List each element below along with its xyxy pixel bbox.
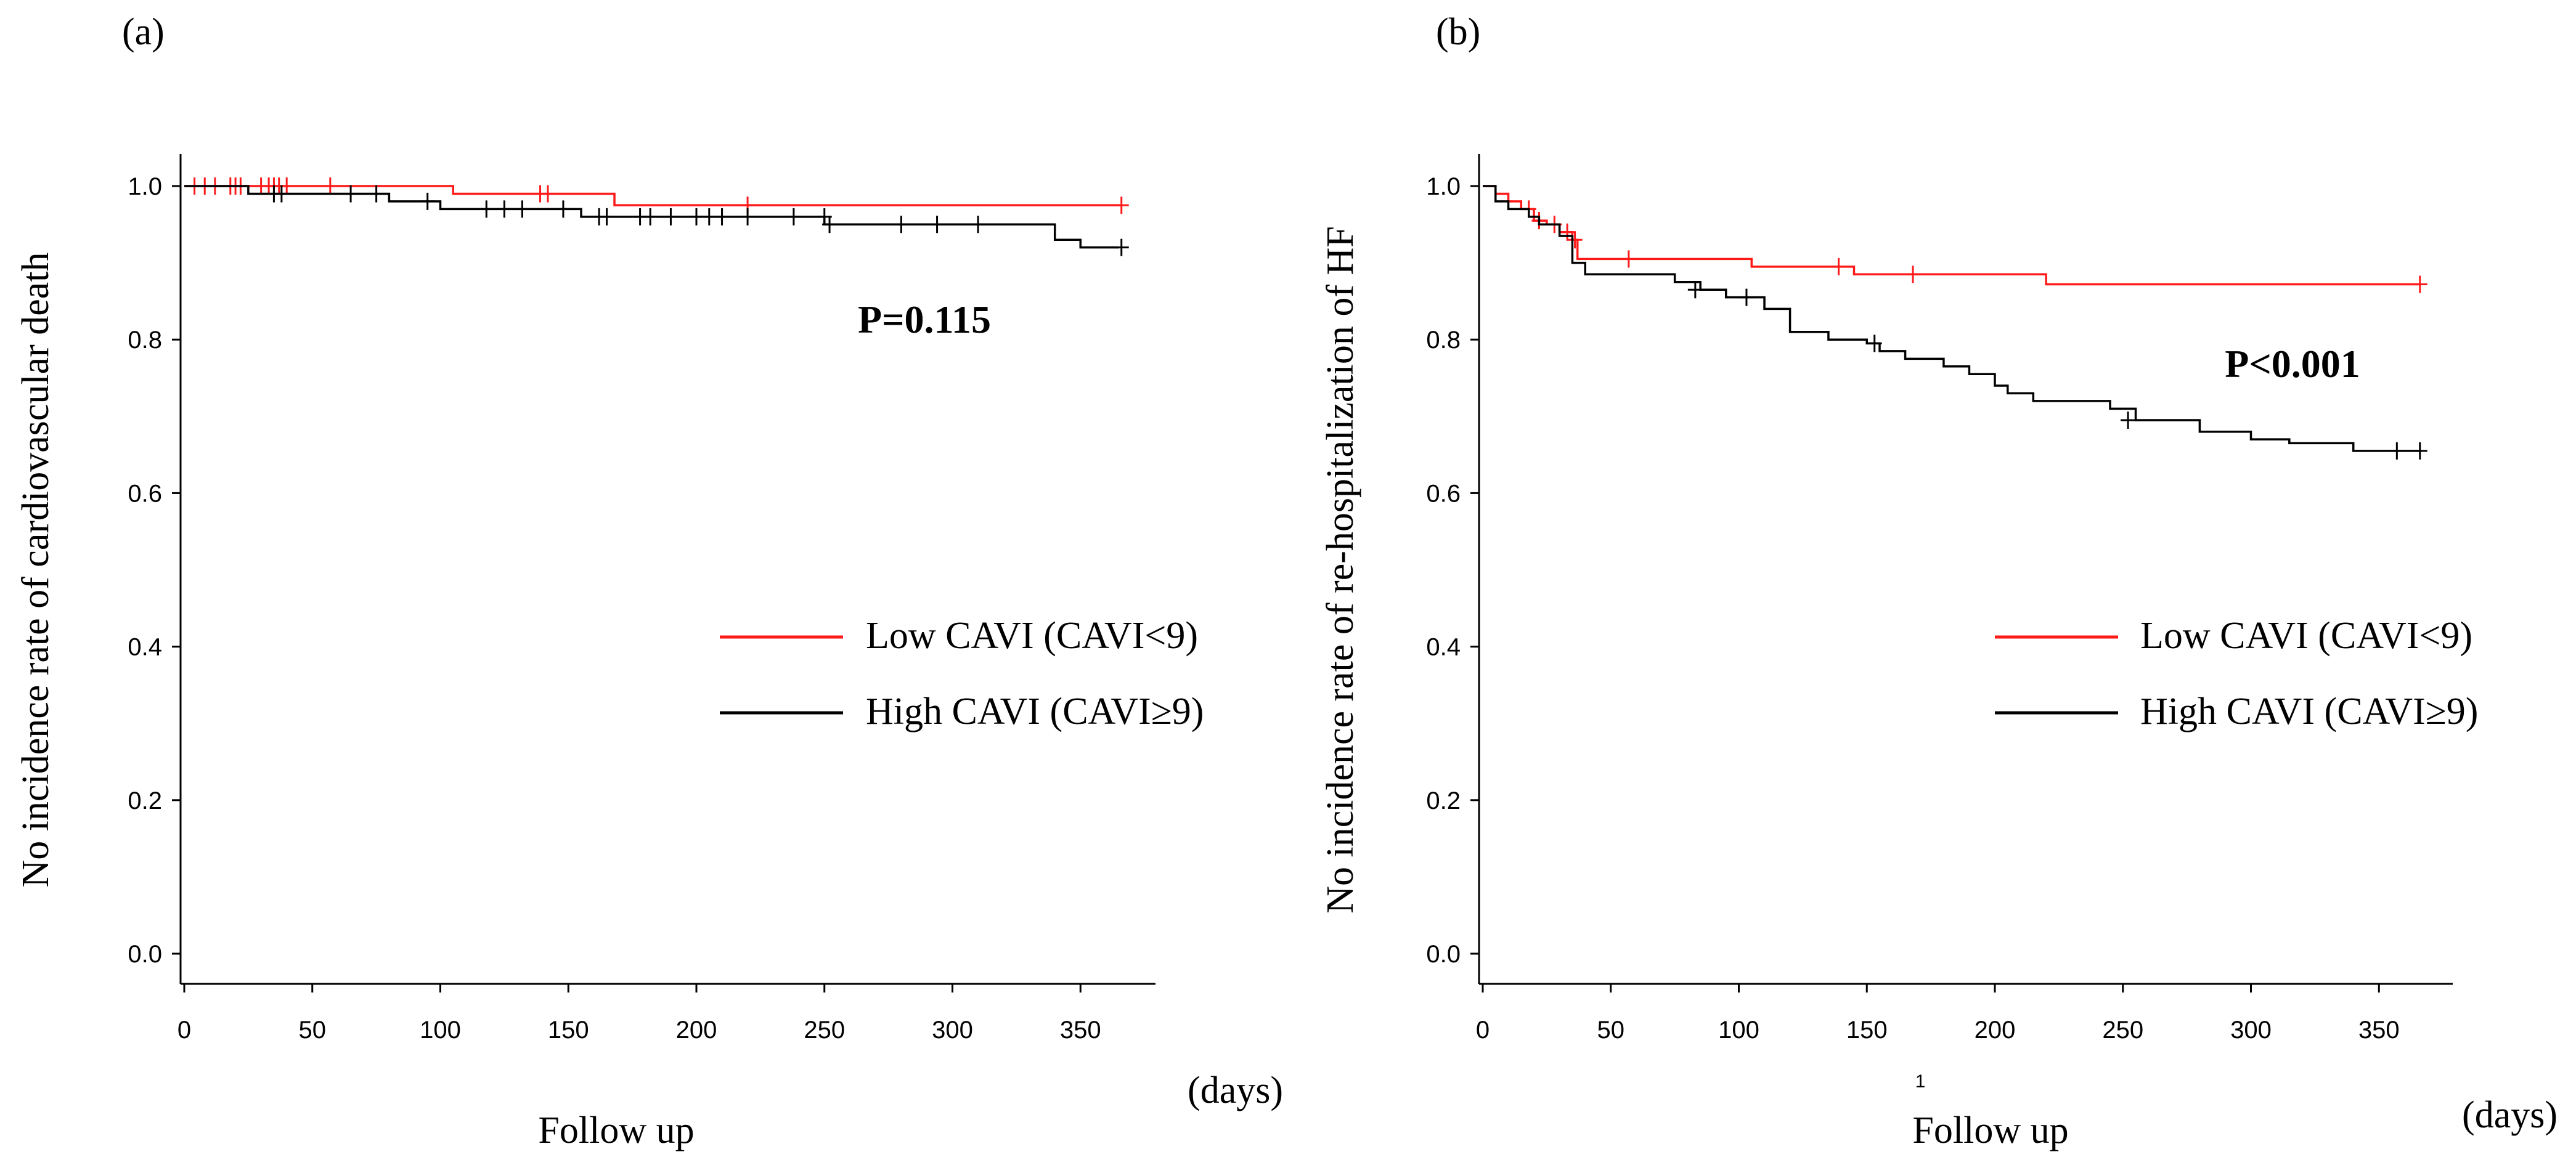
panel-b-low-censor-mark-4 xyxy=(1567,231,1583,249)
panel-a-x-tick-label-1: 50 xyxy=(299,1017,327,1044)
panel-a-y-tick-label-4: 0.8 xyxy=(128,327,162,354)
panel-a-high-censor-mark-15 xyxy=(701,208,717,225)
panel-a-y-tick-label-1: 0.2 xyxy=(128,787,162,814)
panel-b-x-tick-label-0: 0 xyxy=(1476,1017,1490,1044)
panel-b-low-censor-mark-7 xyxy=(1906,266,1921,283)
panel-a-high-censor-mark-7 xyxy=(515,200,530,218)
panel-b-high-censor-mark-4 xyxy=(2389,442,2405,460)
panel-b-y-tick-label-0: 0.0 xyxy=(1426,941,1461,968)
panel-a-y-tick-label-0: 0.0 xyxy=(128,941,162,968)
panel-a-high-censor-mark-21 xyxy=(894,216,909,233)
panel-b-y-label: No incidence rate of re-hospitalization … xyxy=(1319,226,1361,914)
panel-b-x-tick-label-5: 250 xyxy=(2102,1017,2143,1044)
panel-a-x-unit: (days) xyxy=(1188,1070,1283,1111)
panel-b-x-tick-label-3: 150 xyxy=(1846,1017,1888,1044)
panel-b-curves xyxy=(1483,185,2427,460)
panel-a-y-label: No incidence rate of cardiovascular deat… xyxy=(15,252,57,887)
panel-b-high-censor-mark-1 xyxy=(1738,288,1754,306)
panel-a-legend-low-label: Low CAVI (CAVI<9) xyxy=(866,615,1198,657)
panel-b: (b) 0.0 0.2 0.4 0.6 0.8 1.0 0 50 100 150 200 250 30… xyxy=(1319,11,2558,1151)
panel-b-high-censor-mark-0 xyxy=(1687,281,1703,299)
panel-b-x-unit: (days) xyxy=(2462,1094,2558,1136)
panel-b-low-censor-mark-5 xyxy=(1621,250,1636,268)
panel-b-y-tick-label-5: 1.0 xyxy=(1426,173,1461,200)
panel-a-x-tick-label-2: 100 xyxy=(420,1017,461,1044)
panel-a-curves xyxy=(184,177,1129,256)
panel-b-y-axis: 0.0 0.2 0.4 0.6 0.8 1.0 xyxy=(1426,173,1479,968)
panel-a-legend-high-label: High CAVI (CAVI≥9) xyxy=(866,691,1204,733)
panel-a-high-censor-mark-6 xyxy=(497,200,512,218)
panel-b-x-axis: 0 50 100 150 200 250 300 350 xyxy=(1476,984,2400,1044)
panel-b-low-censor-mark-6 xyxy=(1831,258,1846,275)
panel-b-low-censor-mark-3 xyxy=(1560,223,1575,241)
panel-b-x-label: Follow up xyxy=(1912,1110,2068,1151)
panel-a-high-censor-mark-24 xyxy=(1114,238,1129,256)
panel-b-legend-high-label: High CAVI (CAVI≥9) xyxy=(2140,691,2478,733)
panel-b-x-tick-label-2: 100 xyxy=(1718,1017,1759,1044)
panel-a-x-label: Follow up xyxy=(538,1110,694,1151)
panel-a-x-tick-label-4: 200 xyxy=(676,1017,717,1044)
panel-a-p-value: P=0.115 xyxy=(858,298,991,341)
panel-b-legend-low-label: Low CAVI (CAVI<9) xyxy=(2140,615,2472,657)
panel-b-high-censor-mark-3 xyxy=(2121,412,2136,429)
panel-b-p-value: P<0.001 xyxy=(2225,342,2360,386)
panel-a-high-censor-mark-10 xyxy=(599,208,614,225)
panel-a-high-censor-mark-5 xyxy=(479,200,494,218)
panel-a-y-axis: 0.0 0.2 0.4 0.6 0.8 1.0 xyxy=(128,173,181,968)
panel-a-high-censor-mark-22 xyxy=(929,216,945,233)
panel-b-y-tick-label-3: 0.6 xyxy=(1426,480,1461,507)
panel-a-high-survival-curve xyxy=(184,185,1119,249)
panel-b-low-censor-mark-8 xyxy=(2412,275,2427,293)
panel-b-high-survival-curve xyxy=(1483,185,2420,452)
panel-a-high-censor-mark-4 xyxy=(420,192,435,210)
panel-a-high-censor-mark-16 xyxy=(714,208,730,225)
panel-a: (a) 0.0 0.2 0.4 0.6 0.8 1.0 0 50 100 150 200 250 30… xyxy=(15,11,1283,1151)
panel-b-high-censor-mark-5 xyxy=(2412,442,2427,460)
panel-a-label: (a) xyxy=(122,11,165,53)
panel-a-y-tick-label-2: 0.4 xyxy=(128,634,162,661)
panel-a-low-survival-curve xyxy=(184,185,1122,206)
panel-b-x-tick-label-6: 300 xyxy=(2230,1017,2272,1044)
panel-a-high-censor-mark-2 xyxy=(343,185,359,203)
panel-b-label: (b) xyxy=(1436,11,1480,53)
panel-b-low-survival-curve xyxy=(1483,185,2420,286)
panel-a-y-tick-label-5: 1.0 xyxy=(128,173,162,200)
panel-a-x-tick-label-0: 0 xyxy=(177,1017,191,1044)
panel-a-high-censor-mark-13 xyxy=(663,208,679,225)
panel-a-y-tick-label-3: 0.6 xyxy=(128,480,162,507)
panel-a-high-censor-mark-17 xyxy=(740,208,756,225)
panel-a-x-axis: 0 50 100 150 200 250 300 350 xyxy=(177,984,1101,1044)
panel-a-high-censor-mark-20 xyxy=(822,216,838,233)
panel-b-x-tick-label-7: 350 xyxy=(2358,1017,2400,1044)
panel-b-y-tick-label-2: 0.4 xyxy=(1426,634,1461,661)
panel-a-low-censor-mark-13 xyxy=(540,185,556,203)
panel-a-x-tick-label-5: 250 xyxy=(804,1017,845,1044)
panel-b-high-censor-mark-2 xyxy=(1867,335,1882,352)
panel-a-high-censor-mark-14 xyxy=(689,208,704,225)
panel-a-high-censor-mark-8 xyxy=(555,200,571,218)
panel-a-high-censor-mark-1 xyxy=(274,185,289,203)
panel-a-low-censor-mark-11 xyxy=(322,177,338,195)
panel-b-y-tick-label-1: 0.2 xyxy=(1426,787,1461,814)
panel-b-y-tick-label-4: 0.8 xyxy=(1426,327,1461,354)
panel-a-x-tick-label-6: 300 xyxy=(932,1017,973,1044)
panel-a-high-censor-mark-3 xyxy=(369,185,384,203)
panel-a-x-tick-label-3: 150 xyxy=(548,1017,589,1044)
panel-b-x-tick-label-4: 200 xyxy=(1975,1017,2016,1044)
panel-a-x-tick-label-7: 350 xyxy=(1060,1017,1101,1044)
panel-a-high-censor-mark-18 xyxy=(786,208,801,225)
panel-a-high-censor-mark-23 xyxy=(971,216,986,233)
panel-a-high-censor-mark-12 xyxy=(643,208,658,225)
panel-b-x-tick-label-1: 50 xyxy=(1597,1017,1625,1044)
panel-b-stray-mark: 1 xyxy=(1915,1071,1926,1092)
panel-a-low-censor-mark-15 xyxy=(1114,197,1129,214)
